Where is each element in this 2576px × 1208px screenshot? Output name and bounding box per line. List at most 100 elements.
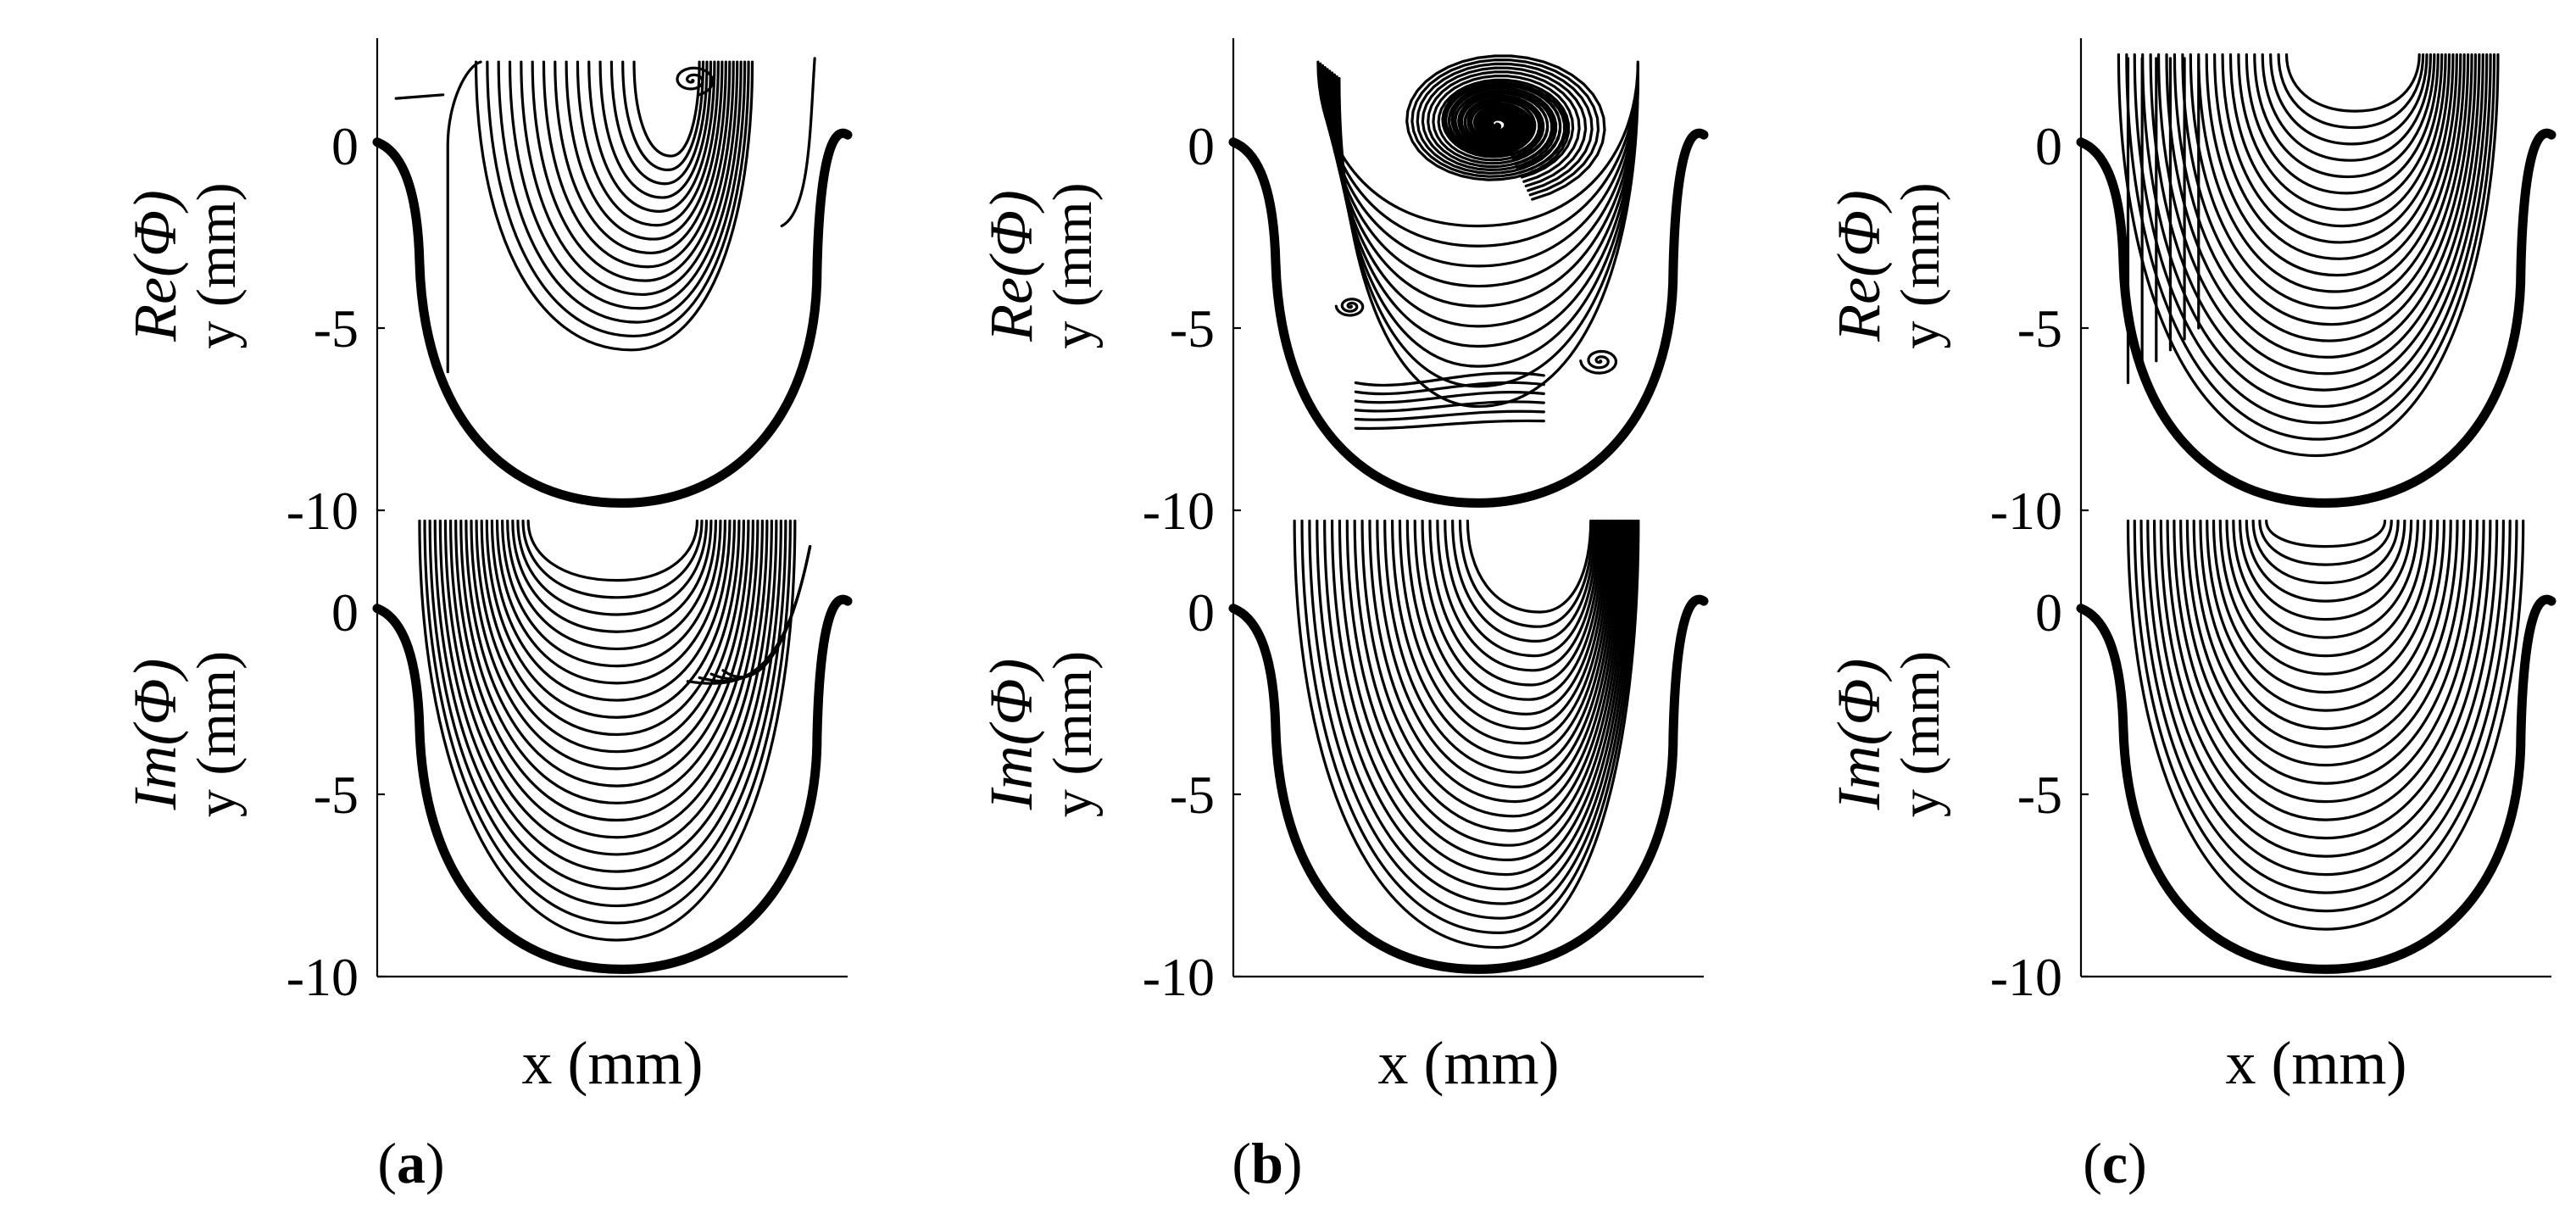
- streamline: [1354, 381, 1545, 396]
- streamline: [480, 519, 741, 737]
- y-tick-label: -5: [314, 765, 359, 825]
- streamline: [2125, 53, 2496, 441]
- streamline: [2152, 519, 2499, 858]
- streamline: [508, 60, 743, 310]
- streamline: [2212, 519, 2440, 694]
- streamline: [621, 60, 705, 171]
- subplot-c-im: 0 -5 -10 Im(Φ)y (mm): [1825, 509, 2557, 1007]
- streamline: [2238, 519, 2413, 621]
- streamline: [526, 519, 699, 582]
- streamline: [1579, 349, 1618, 375]
- y-tick-label: 0: [1188, 116, 1215, 176]
- streamline: [1338, 76, 1639, 409]
- streamline: [495, 519, 727, 685]
- streamline: [676, 66, 715, 97]
- streamline: [1436, 519, 1601, 672]
- streamline: [1466, 519, 1593, 614]
- streamline: [2133, 53, 2492, 425]
- streamline: [2197, 53, 2462, 293]
- streamline: [1354, 419, 1545, 431]
- y-tick-label: -5: [2017, 298, 2062, 359]
- y-math-label: Im(Φ): [121, 659, 189, 811]
- streamline: [2205, 53, 2458, 277]
- panel-label: (c): [2083, 1131, 2147, 1195]
- streamline: [2189, 53, 2466, 309]
- streamline: [1451, 519, 1597, 643]
- streamline: [1300, 519, 1639, 934]
- streamline: [2192, 519, 2459, 749]
- streamline: [1354, 371, 1545, 387]
- streamline: [486, 60, 750, 338]
- cavity-wall: [372, 128, 853, 508]
- streamline: [2139, 519, 2512, 894]
- subplot-a-re: 0 -5 -10 Re(Φ)y (mm): [121, 38, 853, 541]
- streamline: [632, 60, 701, 158]
- streamline: [721, 545, 812, 679]
- streamline: [2213, 53, 2455, 260]
- streamline: [1293, 519, 1640, 949]
- streamline: [2253, 53, 2436, 179]
- y-math-label: Re(Φ): [977, 190, 1045, 342]
- subplot-a-im: 0 -5 -10 Im(Φ)y (mm): [121, 509, 853, 1007]
- y-axis-label: y (mm): [186, 182, 248, 348]
- streamline: [474, 60, 754, 352]
- y-tick-label: -10: [1990, 947, 2062, 1007]
- y-axis-label: y (mm): [1042, 651, 1104, 817]
- y-math-label: Im(Φ): [1825, 659, 1893, 811]
- streamline: [2245, 519, 2406, 603]
- streamline: [531, 60, 735, 282]
- streamlines: [394, 57, 816, 374]
- panel-label: (b): [1232, 1131, 1302, 1195]
- streamline: [2225, 519, 2426, 658]
- streamline: [2258, 519, 2393, 566]
- cavity-wall: [2076, 594, 2557, 974]
- streamline: [1405, 54, 1606, 201]
- streamline: [1308, 519, 1636, 920]
- streamline: [2179, 519, 2473, 785]
- streamline: [506, 519, 718, 651]
- x-axis-label: x (mm): [2226, 1029, 2407, 1097]
- streamline: [1354, 409, 1545, 421]
- streamline: [516, 519, 709, 616]
- streamline: [1376, 519, 1617, 788]
- streamline: [443, 519, 773, 856]
- streamline: [2218, 519, 2433, 676]
- y-tick-label: 0: [331, 116, 359, 176]
- y-tick-label: -5: [1170, 298, 1215, 359]
- streamline: [2245, 53, 2440, 195]
- streamline: [433, 519, 782, 890]
- streamline: [2284, 53, 2421, 113]
- streamline: [1330, 519, 1630, 877]
- y-axis-label: y (mm): [1889, 182, 1951, 348]
- streamline: [1413, 519, 1607, 715]
- streamline: [2221, 53, 2451, 244]
- streamline: [609, 60, 709, 186]
- streamline: [2173, 519, 2479, 804]
- x-axis-label: x (mm): [1378, 1029, 1560, 1097]
- streamline: [2269, 53, 2429, 146]
- streamline: [587, 60, 716, 213]
- streamline: [2133, 519, 2518, 913]
- streamline: [2232, 519, 2419, 639]
- streamline: [1323, 519, 1632, 891]
- streamline: [2117, 53, 2500, 458]
- streamline: [501, 519, 722, 668]
- cavity-wall: [1228, 128, 1709, 508]
- streamline: [465, 519, 754, 788]
- streamline: [475, 519, 746, 754]
- streamline: [2141, 53, 2489, 409]
- streamline: [2277, 53, 2425, 130]
- streamline: [2166, 519, 2485, 821]
- streamline: [2251, 519, 2400, 585]
- streamline: [423, 519, 792, 925]
- y-tick-label: -10: [1143, 947, 1215, 1007]
- streamline: [1444, 519, 1599, 658]
- y-tick-label: -5: [1170, 765, 1215, 825]
- y-axis-label: y (mm): [1042, 182, 1104, 348]
- streamline: [1428, 519, 1603, 687]
- streamline: [2165, 53, 2478, 359]
- streamline: [1354, 400, 1545, 413]
- streamline: [454, 519, 764, 822]
